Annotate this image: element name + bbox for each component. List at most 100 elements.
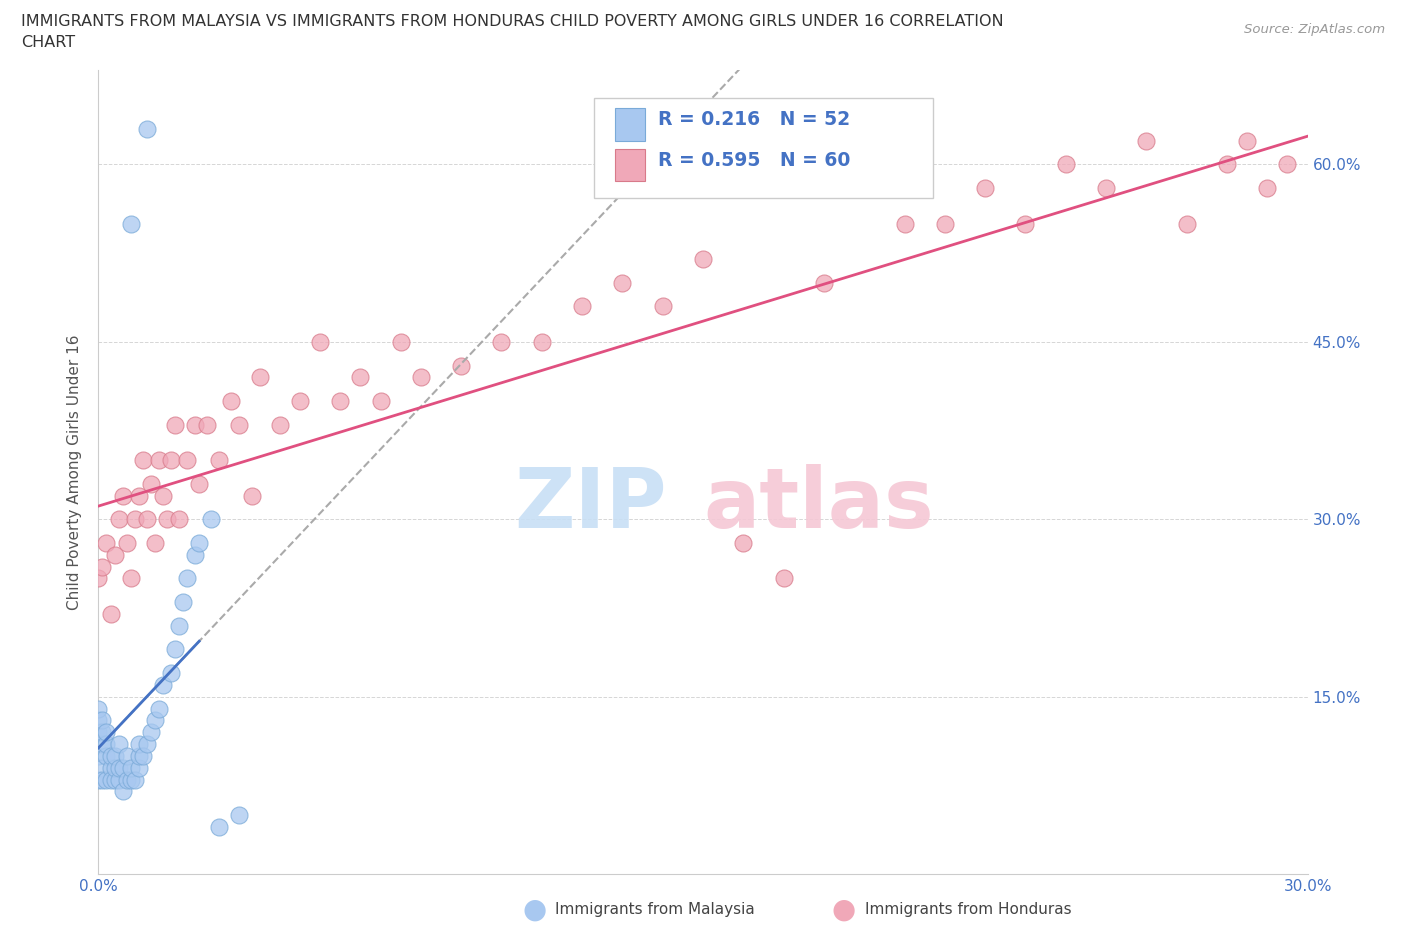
Point [87,724,110,739]
Point [96,772,118,787]
Point [96,749,118,764]
Text: IMMIGRANTS FROM MALAYSIA VS IMMIGRANTS FROM HONDURAS CHILD POVERTY AMONG GIRLS U: IMMIGRANTS FROM MALAYSIA VS IMMIGRANTS F… [21,14,1004,29]
FancyBboxPatch shape [595,98,932,198]
Point [91,737,114,751]
Point [1256,180,1278,195]
Point [107,512,129,526]
Point [269,418,291,432]
Point [813,275,835,290]
Point [491,335,513,350]
Point [128,488,150,503]
Point [176,453,198,468]
Point [87,571,110,586]
Text: ●: ● [831,896,856,923]
Point [152,488,174,503]
Point [1236,133,1258,148]
Point [87,701,110,716]
Point [111,488,134,503]
Point [103,548,125,563]
Point [135,122,157,137]
Point [100,749,122,764]
Point [530,335,553,350]
Point [91,761,114,776]
Point [240,488,263,503]
Point [115,749,138,764]
Point [733,536,755,551]
Point [152,677,174,692]
Point [107,761,129,776]
Point [160,666,183,681]
Point [1014,216,1036,231]
Point [1216,157,1239,172]
Point [139,476,162,491]
Point [132,453,155,468]
Point [450,358,472,373]
Point [107,737,129,751]
Text: R = 0.595   N = 60: R = 0.595 N = 60 [658,152,851,170]
Point [96,737,118,751]
Point [91,772,114,787]
Point [100,772,122,787]
Point [128,737,150,751]
Point [91,713,114,728]
Point [1054,157,1077,172]
Point [103,772,125,787]
Point [974,180,997,195]
Point [184,418,207,432]
Point [115,772,138,787]
Point [135,737,157,751]
Bar [614,109,645,140]
Point [249,370,271,385]
Text: Source: ZipAtlas.com: Source: ZipAtlas.com [1244,23,1385,36]
Point [156,512,179,526]
Point [651,299,673,313]
Point [200,512,222,526]
Point [96,724,118,739]
Point [115,536,138,551]
Point [163,642,186,657]
Point [160,453,183,468]
Text: ZIP: ZIP [515,464,666,545]
Text: Immigrants from Honduras: Immigrants from Honduras [865,902,1071,917]
Point [120,216,142,231]
Point [612,275,634,290]
Point [91,724,114,739]
Point [228,807,250,822]
Point [91,559,114,574]
Bar [614,149,645,180]
Point [1277,157,1299,172]
Point [370,393,392,408]
Text: atlas: atlas [703,464,934,545]
Y-axis label: Child Poverty Among Girls Under 16: Child Poverty Among Girls Under 16 [67,334,83,610]
Point [103,749,125,764]
Point [409,370,432,385]
Point [87,772,110,787]
Point [309,335,332,350]
Point [139,724,162,739]
Point [111,784,134,799]
Point [103,761,125,776]
Point [148,701,170,716]
Point [1095,180,1118,195]
Point [100,606,122,621]
Point [188,476,211,491]
Point [107,772,129,787]
Point [1175,216,1198,231]
Point [389,335,412,350]
Point [87,713,110,728]
Point [143,536,166,551]
Text: ●: ● [522,896,547,923]
Point [1135,133,1157,148]
Point [692,252,714,267]
Point [120,571,142,586]
Text: R = 0.216   N = 52: R = 0.216 N = 52 [658,110,851,129]
Point [120,761,142,776]
Point [195,418,218,432]
Point [571,299,593,313]
Point [128,761,150,776]
Point [148,453,170,468]
Point [128,749,150,764]
Point [184,548,207,563]
Point [124,772,146,787]
Point [172,594,194,609]
